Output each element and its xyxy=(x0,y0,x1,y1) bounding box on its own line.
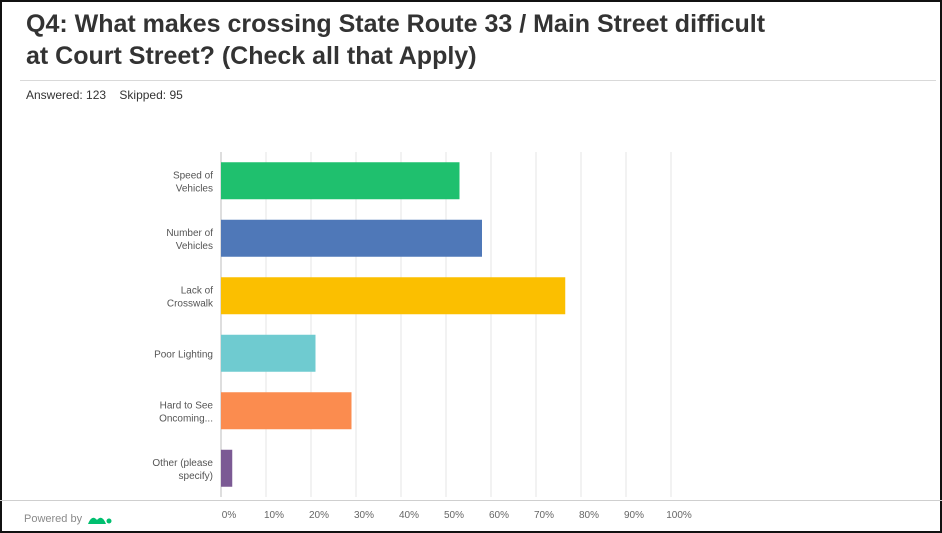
response-stats: Answered: 123 Skipped: 95 xyxy=(26,88,193,102)
x-tick-label: 40% xyxy=(399,510,419,521)
question-title-line-1: Q4: What makes crossing State Route 33 /… xyxy=(26,10,766,38)
bar xyxy=(221,392,352,430)
x-tick-label: 30% xyxy=(354,510,374,521)
category-label: Poor Lighting xyxy=(154,349,213,360)
powered-by-text: Powered by xyxy=(24,513,83,525)
x-tick-label: 80% xyxy=(579,510,599,521)
bar xyxy=(221,277,566,315)
x-tick-label: 50% xyxy=(444,510,464,521)
chart-bars xyxy=(221,162,566,487)
x-tick-label: 0% xyxy=(222,510,237,521)
bar xyxy=(221,162,460,200)
category-label: Number of Vehicles xyxy=(166,228,213,252)
x-tick-labels: 0% 10% 20% 30% 40% 50% 60% 70% 80% 90% 100% xyxy=(222,510,692,521)
x-tick-label: 60% xyxy=(489,510,509,521)
title-divider xyxy=(20,80,936,81)
footer-divider xyxy=(0,500,942,501)
x-tick-label: 90% xyxy=(624,510,644,521)
question-title-line-2: at Court Street? (Check all that Apply) xyxy=(26,42,477,70)
x-tick-label: 100% xyxy=(666,510,692,521)
x-tick-label: 70% xyxy=(534,510,554,521)
surveymonkey-logo-icon[interactable] xyxy=(86,512,112,526)
chart-grid xyxy=(220,152,672,497)
bar xyxy=(221,219,482,257)
category-label: Lack of Crosswalk xyxy=(167,285,214,309)
category-label: Other (please specify) xyxy=(152,458,213,482)
category-label: Speed of Vehicles xyxy=(173,170,213,194)
category-label: Hard to See Oncoming... xyxy=(159,400,213,424)
answered-count: Answered: 123 xyxy=(26,88,107,102)
skipped-count: Skipped: 95 xyxy=(119,88,183,102)
bar xyxy=(221,334,316,372)
bar xyxy=(221,449,233,487)
question-title: Q4: What makes crossing State Route 33 /… xyxy=(26,8,906,72)
category-labels: Speed of Vehicles Number of Vehicles Lack of… xyxy=(152,170,214,482)
x-tick-label: 10% xyxy=(264,510,284,521)
x-tick-label: 20% xyxy=(309,510,329,521)
footer: Powered by xyxy=(24,512,112,526)
